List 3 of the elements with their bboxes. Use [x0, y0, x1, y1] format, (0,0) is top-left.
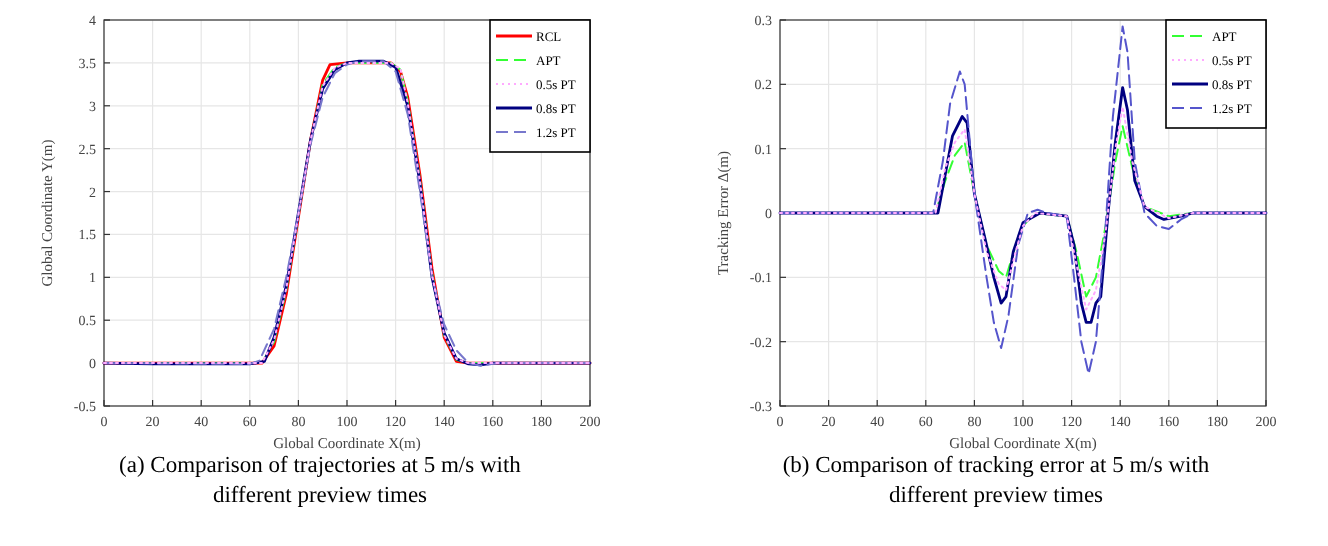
- text: (b) Comparison of tracking error at 5 m/s with different preview times: [782, 454, 1210, 508]
- text: (a) Comparison of trajectories at 5 m/s with different preview times: [119, 454, 522, 508]
- line-series: [779, 25, 1267, 375]
